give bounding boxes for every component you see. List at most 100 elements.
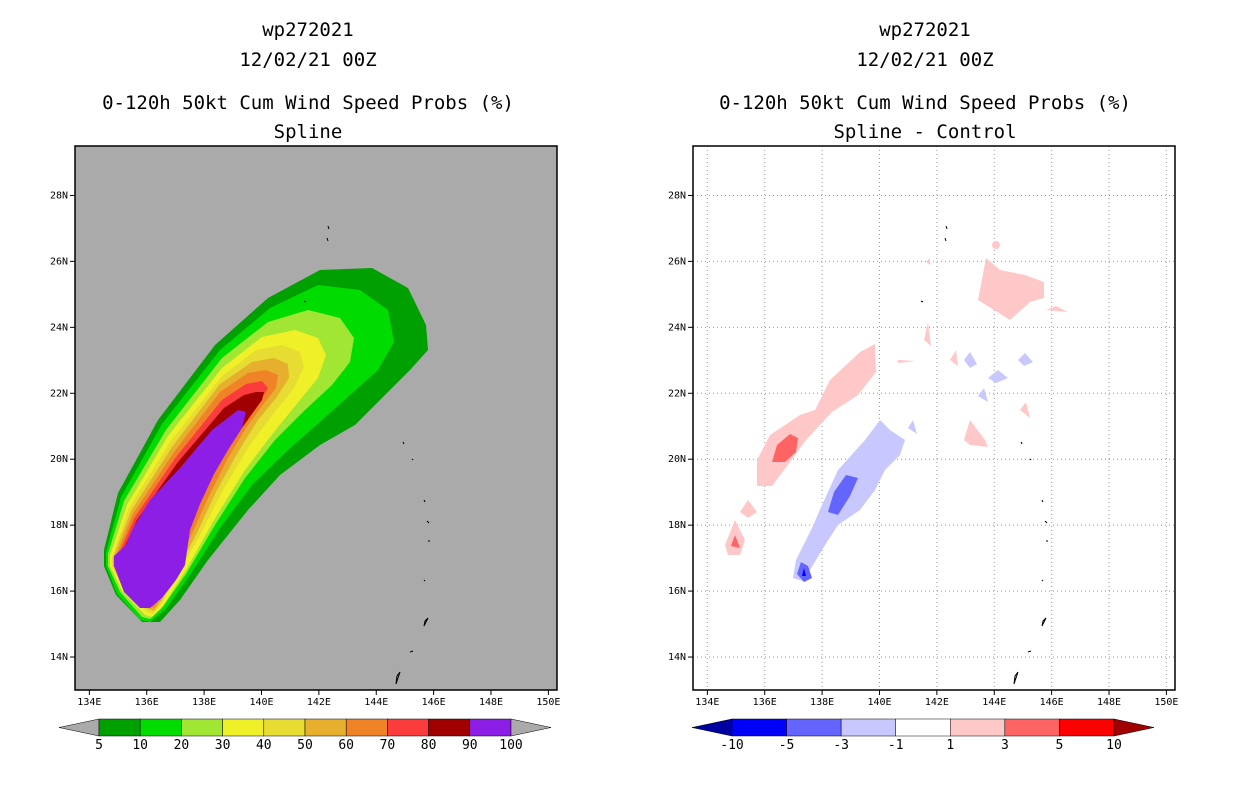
right-islands xyxy=(920,225,1048,685)
left-colorbar-label: 60 xyxy=(338,738,354,753)
left-xtick-label: 150E xyxy=(536,697,560,708)
right-colorbar-label: -10 xyxy=(720,738,743,753)
pos-blob-h xyxy=(1046,306,1068,312)
right-colorbar-label: 5 xyxy=(1056,738,1064,753)
right-difference-contours xyxy=(725,241,1068,582)
neg-blob-c xyxy=(988,370,1008,383)
pos-blob-g xyxy=(950,350,958,366)
left-xtick-label: 136E xyxy=(135,697,159,708)
left-colorbar-segment xyxy=(304,718,347,737)
right-ytick-label: 28N xyxy=(668,190,686,201)
right-ytick-label: 26N xyxy=(668,256,686,267)
right-ytick-label: 14N xyxy=(668,652,686,663)
right-xtick-label: 144E xyxy=(982,697,1006,708)
left-colorbar-segment xyxy=(139,718,182,737)
left-xtick-label: 144E xyxy=(364,697,388,708)
left-xtick-label: 148E xyxy=(479,697,503,708)
left-colorbar-segment xyxy=(345,718,388,737)
left-colorbar-label: 80 xyxy=(421,738,437,753)
right-title-storm: wp272021 xyxy=(879,19,971,41)
neg-core-a xyxy=(828,475,858,515)
right-colorbar-segment xyxy=(1059,718,1115,737)
left-xtick-label: 134E xyxy=(77,697,101,708)
left-colorbar-segment xyxy=(263,718,306,737)
left-colorbar-label: 10 xyxy=(132,738,148,753)
right-xtick-label: 138E xyxy=(810,697,834,708)
pos-blob-c xyxy=(964,420,988,447)
right-colorbar-label: 10 xyxy=(1106,738,1122,753)
neg-blob-e xyxy=(1018,353,1033,366)
left-xtick-label: 146E xyxy=(422,697,446,708)
right-panel-titles: wp272021 12/02/21 00Z 0-120h 50kt Cum Wi… xyxy=(719,19,1131,143)
left-colorbar-segment xyxy=(387,718,429,737)
right-plot-frame xyxy=(692,145,1176,691)
right-colorbar-segment xyxy=(786,718,842,737)
right-xtick-label: 146E xyxy=(1040,697,1064,708)
left-colorbar-segment xyxy=(181,718,223,737)
left-colorbar-label: 90 xyxy=(462,738,478,753)
pos-blob-f xyxy=(898,360,916,363)
left-islands xyxy=(303,225,430,685)
right-axis-ticks: 134E 136E 138E 140E 142E 144E 146E 148E 150E 14N 1… xyxy=(668,190,1179,708)
right-xtick-label: 150E xyxy=(1154,697,1178,708)
right-colorbar-segment xyxy=(1004,718,1060,737)
contour-90 xyxy=(114,410,246,608)
left-colorbar-label: 40 xyxy=(256,738,272,753)
right-xtick-label: 140E xyxy=(867,697,891,708)
neg-blob-d xyxy=(978,388,988,402)
right-ytick-label: 20N xyxy=(668,454,686,465)
right-colorbar-label: -5 xyxy=(779,738,795,753)
left-plot: 134E 136E 138E 140E 142E 144E 146E 148E 150E 14N 1… xyxy=(50,145,560,708)
pos-blob-b xyxy=(740,500,757,518)
left-title-date: 12/02/21 00Z xyxy=(239,49,376,71)
right-ytick-label: 16N xyxy=(668,586,686,597)
right-colorbar-segment xyxy=(950,718,1006,737)
right-ytick-label: 18N xyxy=(668,520,686,531)
left-title-product: 0-120h 50kt Cum Wind Speed Probs (%) xyxy=(102,92,514,114)
neg-blob-a xyxy=(908,420,917,434)
left-colorbar-label: 30 xyxy=(215,738,231,753)
right-xtick-label: 134E xyxy=(695,697,719,708)
left-colorbar-segment xyxy=(469,718,512,737)
right-colorbar-label: -3 xyxy=(833,738,849,753)
left-colorbar-label: 50 xyxy=(297,738,313,753)
left-probability-plume xyxy=(104,268,428,622)
pos-core-a xyxy=(772,434,798,462)
left-colorbar-label: 5 xyxy=(95,738,103,753)
right-plot: 134E 136E 138E 140E 142E 144E 146E 148E 150E 14N 1… xyxy=(668,145,1179,708)
left-panel-titles: wp272021 12/02/21 00Z 0-120h 50kt Cum Wi… xyxy=(102,19,514,143)
pos-blob-i xyxy=(992,241,1000,249)
neg-core-c xyxy=(802,568,806,576)
left-colorbar-label: 20 xyxy=(174,738,190,753)
left-colorbar-label: 100 xyxy=(499,738,522,753)
left-ytick-label: 24N xyxy=(50,322,68,333)
left-colorbar-segment xyxy=(428,718,471,737)
right-colorbar-segment xyxy=(840,718,896,737)
left-xtick-label: 140E xyxy=(249,697,273,708)
right-title-date: 12/02/21 00Z xyxy=(856,49,993,71)
left-ytick-label: 16N xyxy=(50,586,68,597)
left-ytick-label: 18N xyxy=(50,520,68,531)
right-title-product: 0-120h 50kt Cum Wind Speed Probs (%) xyxy=(719,92,1131,114)
left-colorbar-label: 70 xyxy=(380,738,396,753)
right-xtick-label: 148E xyxy=(1097,697,1121,708)
neg-blob-b xyxy=(964,352,977,368)
right-colorbar-segment xyxy=(895,718,951,737)
left-ytick-label: 28N xyxy=(50,190,68,201)
left-plot-frame xyxy=(74,145,558,691)
pos-band-ne xyxy=(978,258,1044,320)
left-colorbar-extend-low xyxy=(58,718,100,737)
right-title-method: Spline - Control xyxy=(833,121,1016,143)
right-plot-background xyxy=(693,146,1175,690)
left-colorbar-extend-high xyxy=(510,718,552,737)
pos-blob-e xyxy=(924,322,931,346)
right-colorbar-label: 3 xyxy=(1001,738,1009,753)
right-ytick-label: 22N xyxy=(668,388,686,399)
left-xtick-label: 142E xyxy=(307,697,331,708)
left-colorbar-segment xyxy=(222,718,265,737)
right-ytick-label: 24N xyxy=(668,322,686,333)
right-colorbar-label: 1 xyxy=(946,738,954,753)
left-xtick-label: 138E xyxy=(192,697,216,708)
left-title-method: Spline xyxy=(274,121,343,143)
